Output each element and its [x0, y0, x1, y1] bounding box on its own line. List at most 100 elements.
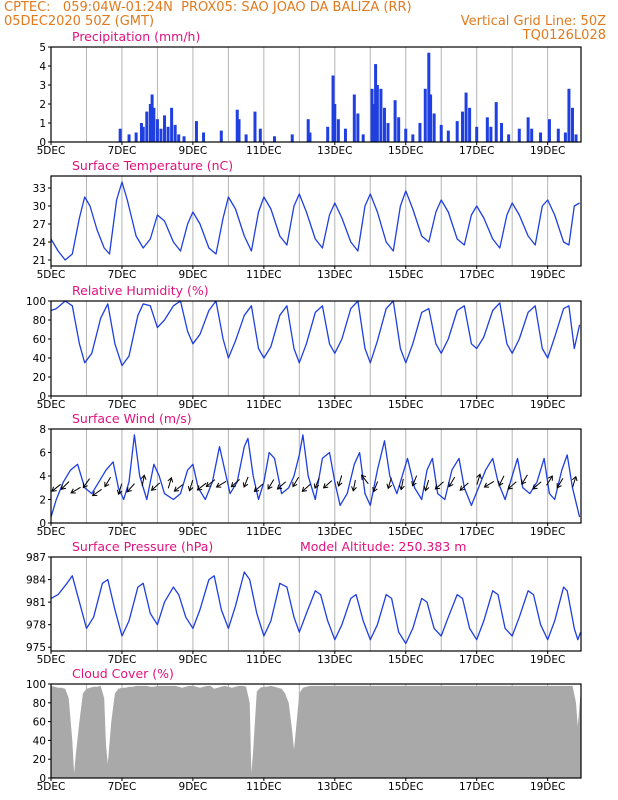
panel-frame — [50, 428, 582, 524]
wind-arrow — [322, 480, 333, 489]
y-tick-label: 100 — [26, 296, 46, 308]
panel-2: 5DEC 7DEC 9DEC 11DEC 13DEC 15DEC 17DEC 19DEC 21 2… — [33, 158, 582, 281]
x-tick-label: 19DEC — [530, 526, 565, 538]
x-tick-label: 5DEC — [37, 145, 66, 157]
precip-bar — [574, 134, 578, 142]
wind-arrow — [351, 479, 357, 492]
x-tick-label: 5DEC — [37, 526, 66, 538]
y-tick-label: 100 — [26, 679, 46, 691]
precip-bar — [352, 94, 356, 142]
precip-bar — [530, 128, 534, 142]
x-tick-label: 7DEC — [108, 269, 137, 281]
precip-bar — [404, 128, 408, 142]
wind-arrow — [276, 481, 287, 490]
panel-title: Surface Pressure (hPa) — [72, 539, 213, 554]
y-tick-label: 4 — [39, 471, 46, 483]
y-tick-label: 0 — [39, 518, 46, 530]
header-grid-line: Vertical Grid Line: 50Z — [460, 14, 606, 29]
precip-bar — [379, 88, 383, 142]
precip-bar — [570, 107, 574, 142]
panel-frame — [50, 46, 582, 143]
precip-bar — [464, 92, 468, 142]
precip-bar — [374, 64, 378, 142]
wind-arrow — [60, 481, 70, 490]
y-tick-label: 33 — [33, 183, 46, 195]
y-tick-label: 21 — [33, 255, 46, 267]
precip-bar — [237, 119, 241, 142]
precip-bar — [127, 134, 131, 142]
wind-arrow — [498, 475, 505, 487]
panel-title: Relative Humidity (%) — [72, 283, 209, 298]
x-tick-label: 17DEC — [459, 399, 494, 411]
panel-3: 5DEC 7DEC 9DEC 11DEC 13DEC 15DEC 17DEC 19DEC 0 20… — [26, 283, 582, 411]
series-line — [50, 571, 582, 645]
x-tick-label: 9DEC — [179, 654, 208, 666]
wind-arrow — [411, 475, 418, 487]
y-tick-label: 978 — [26, 620, 46, 632]
precip-bar — [177, 134, 181, 142]
series-line — [50, 434, 581, 518]
y-tick-label: 8 — [39, 424, 46, 436]
x-tick-label: 13DEC — [317, 145, 352, 157]
wind-arrow — [336, 475, 343, 487]
precip-bar — [333, 104, 337, 142]
y-tick-label: 30 — [33, 201, 46, 213]
wind-arrow — [556, 478, 564, 489]
x-tick-label: 5DEC — [37, 269, 66, 281]
precip-bar — [517, 128, 521, 142]
wind-arrow — [386, 477, 393, 490]
precip-bar — [370, 88, 374, 142]
precip-bar — [547, 119, 551, 142]
x-tick-label: 17DEC — [459, 654, 494, 666]
precip-bar — [308, 132, 312, 142]
precip-bar — [397, 117, 401, 142]
precip-bar — [145, 111, 149, 142]
y-tick-label: 0 — [39, 137, 46, 149]
wind-arrow — [313, 477, 320, 490]
x-tick-label: 5DEC — [37, 654, 66, 666]
wind-arrow — [126, 483, 135, 493]
y-tick-label: 981 — [26, 597, 46, 609]
precip-bar — [526, 117, 530, 142]
wind-arrow — [267, 479, 275, 490]
wind-arrow — [459, 482, 469, 491]
precip-bar — [507, 134, 511, 142]
y-tick-label: 40 — [33, 353, 46, 365]
x-tick-label: 5DEC — [37, 781, 66, 793]
y-tick-label: 3 — [39, 80, 46, 92]
wind-arrow — [82, 478, 91, 489]
x-tick-label: 9DEC — [179, 145, 208, 157]
y-tick-label: 80 — [33, 698, 46, 710]
precip-bar — [141, 126, 145, 142]
series-line — [50, 300, 581, 367]
y-tick-label: 0 — [39, 391, 46, 403]
y-tick-label: 987 — [26, 552, 46, 564]
wind-arrow — [507, 481, 517, 490]
wind-arrow — [360, 474, 369, 485]
wind-arrow — [196, 482, 207, 491]
wind-arrow — [91, 488, 102, 497]
cloud-cover-area — [51, 685, 581, 778]
wind-arrow — [116, 483, 123, 496]
precip-bar — [182, 136, 186, 142]
precip-bar — [202, 132, 206, 142]
precip-bar — [386, 123, 390, 142]
x-tick-label: 13DEC — [317, 399, 352, 411]
precip-bar — [429, 94, 433, 142]
precip-bar — [235, 109, 239, 142]
wind-arrow — [292, 476, 300, 488]
y-tick-label: 6 — [39, 448, 46, 460]
x-tick-label: 15DEC — [388, 399, 423, 411]
x-tick-label: 19DEC — [530, 781, 565, 793]
x-tick-label: 9DEC — [179, 526, 208, 538]
precip-bar — [500, 123, 504, 142]
precip-bar — [150, 94, 154, 142]
x-tick-label: 13DEC — [317, 269, 352, 281]
x-tick-label: 9DEC — [179, 269, 208, 281]
precip-bar — [219, 130, 223, 142]
precip-bar — [155, 119, 159, 142]
precip-bar — [173, 124, 177, 142]
precip-bar — [331, 75, 335, 142]
x-tick-label: 7DEC — [108, 526, 137, 538]
precip-bar — [556, 128, 560, 142]
